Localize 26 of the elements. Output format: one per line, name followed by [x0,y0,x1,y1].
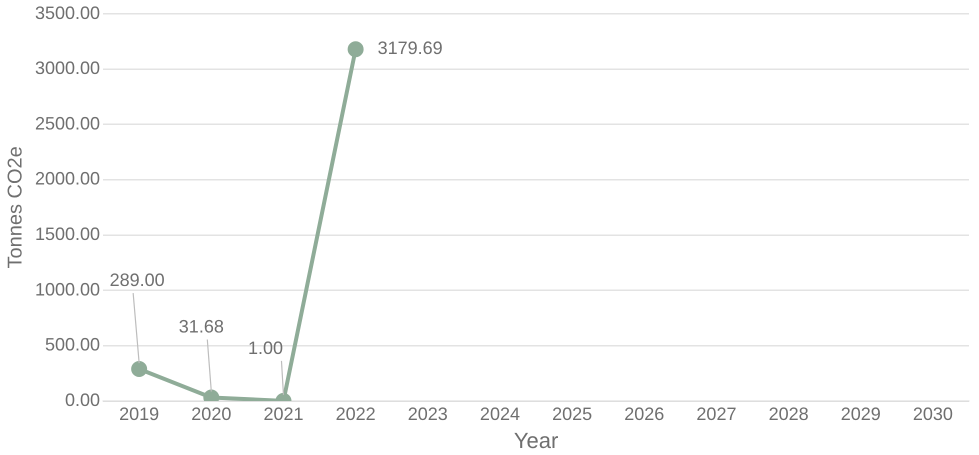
y-tick-label: 2500.00 [34,113,100,134]
x-tick-label: 2029 [840,404,881,424]
x-tick-label: 2021 [263,404,304,424]
data-label: 289.00 [110,270,165,290]
x-tick-label: 2025 [552,404,592,424]
y-tick-label: 1500.00 [34,224,100,244]
y-axis-title: Tonnes CO2e [4,146,27,269]
y-tick-label: 3000.00 [34,58,100,78]
y-tick-label: 500.00 [45,334,100,355]
data-label: 31.68 [178,316,224,336]
data-label: 3179.69 [378,38,443,58]
x-tick-label: 2022 [336,404,376,424]
x-tick-label: 2030 [912,404,953,424]
x-tick-label: 2028 [768,404,809,424]
data-label: 1.00 [248,338,283,358]
x-tick-label: 2023 [408,404,448,424]
x-tick-label: 2027 [696,404,736,424]
x-tick-label: 2020 [191,404,232,424]
x-tick-label: 2024 [480,404,520,424]
x-tick-label: 2026 [624,404,664,424]
x-tick-label: 2019 [119,404,160,424]
y-tick-label: 0.00 [65,390,100,410]
y-tick-label: 2000.00 [34,168,100,189]
y-tick-label: 3500.00 [34,2,100,23]
y-tick-label: 1000.00 [34,279,100,300]
x-axis-title: Year [514,428,558,453]
